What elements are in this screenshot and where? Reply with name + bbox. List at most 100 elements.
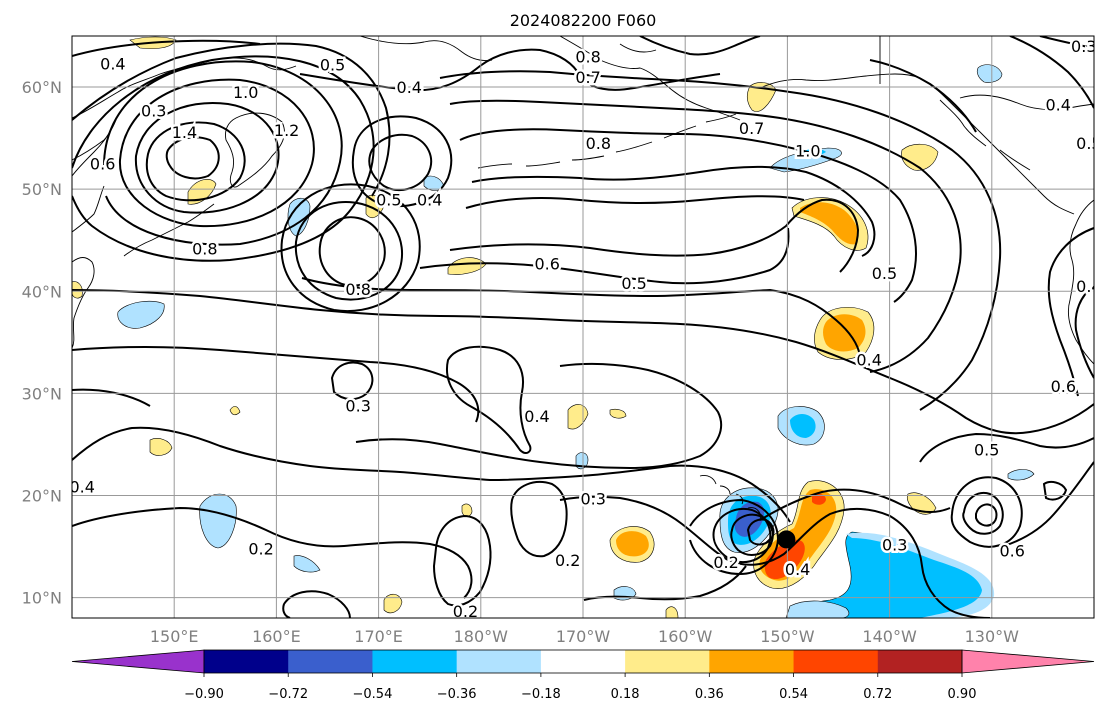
contour-line: [919, 432, 1094, 463]
contour-line: [72, 346, 480, 423]
contour-line: [103, 60, 343, 246]
longitude-tick-label: 150°W: [760, 627, 815, 646]
contour-line: [1074, 285, 1094, 379]
colorbar-segment: [204, 650, 289, 673]
negative-anomaly-region: [1007, 469, 1035, 481]
contour-value-label: 0.4: [1046, 95, 1071, 114]
contour-value-label: 0.3: [882, 535, 907, 554]
colorbar-segment: [372, 650, 458, 673]
map-area: 0.4 0.3 0.5 1.0 1.4 1.2 0.6 0.4 0.5 0.4 0.8 0.8 0.8 0…: [69, 36, 1096, 618]
colorbar-tick-label: 0.72: [863, 687, 892, 702]
contour-value-label: 0.2: [713, 553, 738, 572]
north-america-west-coast: [1067, 199, 1094, 365]
colorbar-tick-label: 0.54: [779, 687, 808, 702]
contour-value-label: 0.8: [586, 134, 611, 153]
contour-line: [465, 195, 805, 209]
contour-value-label: 0.6: [90, 155, 115, 174]
contour-line: [746, 518, 775, 546]
contour-line: [446, 345, 532, 454]
negative-anomaly-region: [976, 64, 1003, 83]
colorbar-tick-label: −0.54: [353, 687, 393, 702]
contour-line: [559, 495, 991, 618]
longitude-tick-label: 170°W: [556, 627, 611, 646]
contour-line: [759, 488, 951, 521]
contour-line: [419, 227, 790, 285]
contour-line: [1039, 36, 1094, 49]
contour-line: [294, 201, 403, 301]
contour-line: [432, 514, 492, 607]
hawaii-islands: [699, 475, 761, 521]
alaska-gulf-coast: [759, 73, 1075, 215]
contour-line: [439, 70, 1002, 411]
contour-line: [165, 136, 220, 180]
contour-line: [282, 590, 351, 618]
colorbar-segment: [540, 650, 626, 673]
contour-value-label: 1.0: [233, 83, 258, 102]
longitude-tick-label: 130°W: [965, 627, 1020, 646]
contour-line: [72, 39, 721, 92]
contour-value-label: 1.0: [795, 141, 820, 160]
colorbar-tick-label: −0.18: [521, 687, 561, 702]
colorbar-segment: [288, 650, 373, 673]
contour-value-label: 0.6: [535, 255, 560, 274]
contour-value-label: 0.4: [856, 351, 881, 370]
contour-value-label: 0.4: [100, 55, 125, 74]
contour-line: [869, 36, 1094, 133]
alaska-coast-west: [559, 36, 741, 121]
negative-anomaly-region: [575, 452, 589, 470]
contour-line: [72, 426, 791, 523]
contour-value-label: 0.3: [1071, 37, 1096, 56]
contour-line: [145, 121, 246, 202]
contour-value-label: 0.4: [524, 407, 549, 426]
contour-line: [639, 36, 761, 56]
positive-anomaly-region: [187, 179, 217, 205]
contour-line: [1042, 481, 1068, 501]
positive-anomaly-core: [616, 531, 649, 557]
contour-line: [583, 565, 747, 601]
colorbar-tick-label: 0.36: [695, 687, 724, 702]
contour-line: [449, 198, 860, 273]
contour-line: [1003, 461, 1094, 547]
colorbar-tick-label: 0.18: [611, 687, 640, 702]
longitude-tick-label: 160°W: [658, 627, 713, 646]
contour-value-label: 0.7: [739, 119, 764, 138]
contour-value-label: 0.4: [69, 477, 94, 496]
contour-line: [72, 289, 1094, 435]
contour-value-label: 0.8: [192, 239, 217, 258]
canada-border-line: [879, 36, 1094, 110]
contour-line: [1047, 227, 1094, 397]
contour-value-label: 0.5: [621, 274, 646, 293]
contour-value-label: 0.3: [345, 397, 370, 416]
contour-value-label: 0.8: [575, 47, 600, 66]
positive-anomaly-region: [383, 593, 403, 614]
latitude-tick-label: 20°N: [22, 486, 62, 505]
positive-anomaly-region: [665, 606, 679, 618]
positive-anomaly-region: [229, 406, 241, 416]
contour-value-label: 0.5: [974, 441, 999, 460]
negative-anomaly-region: [117, 300, 165, 329]
contour-value-label: 0.3: [141, 102, 166, 121]
contour-line: [449, 99, 962, 373]
colorbar-extend-high: [961, 649, 1095, 674]
colorbar-segment: [456, 650, 542, 673]
contour-line: [72, 55, 375, 262]
contour-value-label: 1.4: [172, 123, 197, 142]
contour-value-label: 0.3: [580, 490, 605, 509]
longitude-tick-label: 160°E: [252, 627, 301, 646]
chukotka-coast: [359, 36, 493, 61]
contour-value-label: 0.4: [397, 78, 422, 97]
storm-center-marker: [777, 530, 796, 549]
contour-value-label: 0.2: [555, 551, 580, 570]
contour-line: [730, 513, 774, 556]
longitude-tick-label: 140°W: [862, 627, 917, 646]
contour-line: [459, 128, 917, 303]
negative-anomaly-region: [293, 555, 321, 573]
contour-value-label: 0.6: [1000, 542, 1025, 561]
contour-value-label: 1.2: [274, 121, 299, 140]
contour-line: [280, 183, 421, 313]
colorbar-tick-label: −0.90: [184, 687, 224, 702]
latitude-axis: 10°N 20°N 30°N 40°N 50°N 60°N: [22, 78, 62, 608]
contour-line: [301, 277, 861, 357]
contour-line: [975, 503, 998, 527]
positive-anomaly-region: [149, 438, 173, 456]
